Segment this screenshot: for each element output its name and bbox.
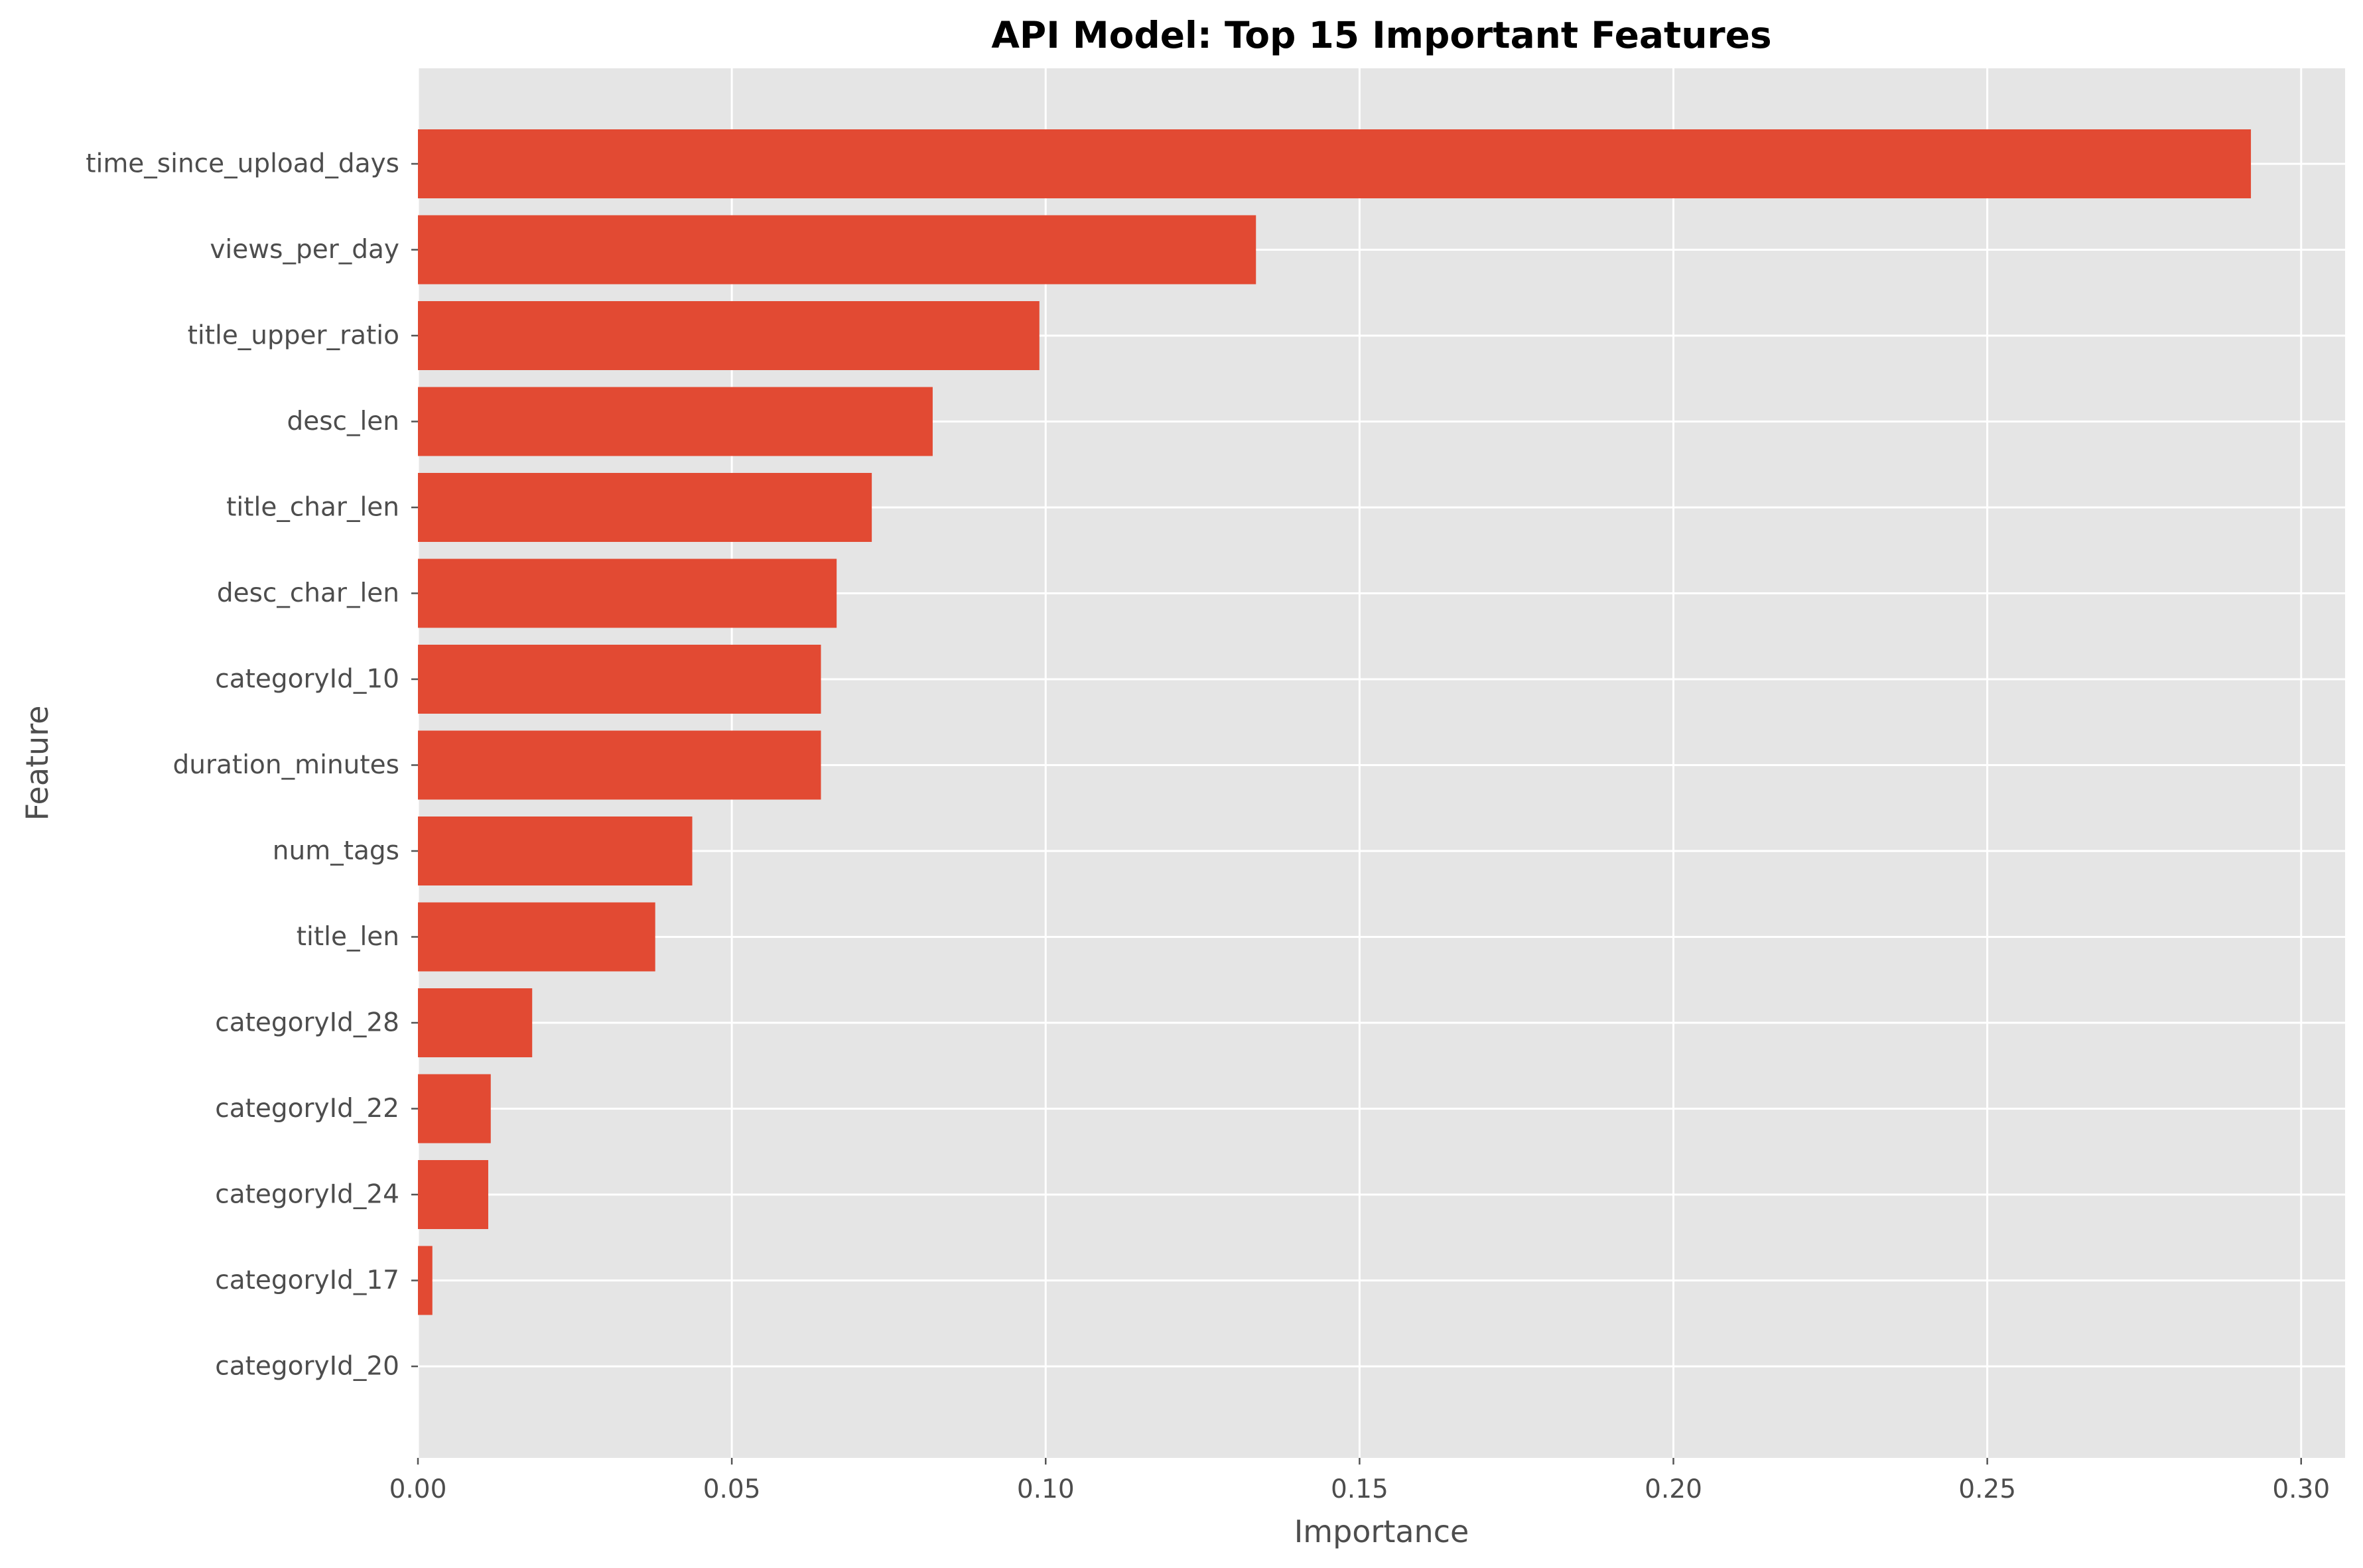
chart-title: API Model: Top 15 Important Features <box>991 14 1771 56</box>
bar-duration_minutes <box>418 730 821 800</box>
y-tick-label: desc_char_len <box>217 578 399 608</box>
y-tick-label: categoryId_28 <box>215 1008 399 1038</box>
y-axis-label: Feature <box>19 706 55 821</box>
y-tick-label: duration_minutes <box>173 750 399 780</box>
bar-title_char_len <box>418 473 872 542</box>
bar-desc_char_len <box>418 558 837 628</box>
bar-time_since_upload_days <box>418 129 2252 198</box>
x-tick-label: 0.10 <box>1017 1474 1075 1504</box>
y-tick-label: categoryId_17 <box>215 1266 399 1295</box>
y-tick-label: title_upper_ratio <box>188 321 399 351</box>
x-tick-label: 0.00 <box>389 1474 447 1504</box>
bar-categoryId_22 <box>418 1074 491 1143</box>
x-tick-label: 0.20 <box>1645 1474 1702 1504</box>
bar-desc_len <box>418 387 933 456</box>
y-tick-label: desc_len <box>287 407 399 436</box>
x-tick-label: 0.05 <box>703 1474 761 1504</box>
y-tick-label: num_tags <box>273 836 399 866</box>
x-axis-ticks: 0.00 0.05 0.10 0.15 0.20 0.25 0.30 <box>389 1458 2330 1504</box>
bar-title_len <box>418 902 655 972</box>
y-tick-label: categoryId_24 <box>215 1180 399 1210</box>
x-tick-label: 0.15 <box>1331 1474 1388 1504</box>
y-tick-label: views_per_day <box>210 235 399 265</box>
bar-title_upper_ratio <box>418 301 1040 370</box>
bar-categoryId_17 <box>418 1246 433 1315</box>
y-tick-label: time_since_upload_days <box>86 149 399 179</box>
y-tick-label: title_len <box>297 922 399 952</box>
x-tick-label: 0.30 <box>2272 1474 2330 1504</box>
x-tick-label: 0.25 <box>1958 1474 2016 1504</box>
bar-categoryId_10 <box>418 645 821 714</box>
x-axis-label: Importance <box>1294 1514 1469 1549</box>
y-tick-label: categoryId_20 <box>215 1352 399 1382</box>
y-tick-label: categoryId_22 <box>215 1094 399 1124</box>
bar-categoryId_24 <box>418 1160 488 1229</box>
y-tick-label: title_char_len <box>226 493 399 523</box>
bar-categoryId_28 <box>418 988 533 1057</box>
bar-num_tags <box>418 817 693 885</box>
bar-views_per_day <box>418 215 1256 285</box>
y-tick-label: categoryId_10 <box>215 665 399 694</box>
bars <box>418 129 2252 1315</box>
y-axis-ticks: time_since_upload_days views_per_daytitle… <box>86 149 418 1382</box>
